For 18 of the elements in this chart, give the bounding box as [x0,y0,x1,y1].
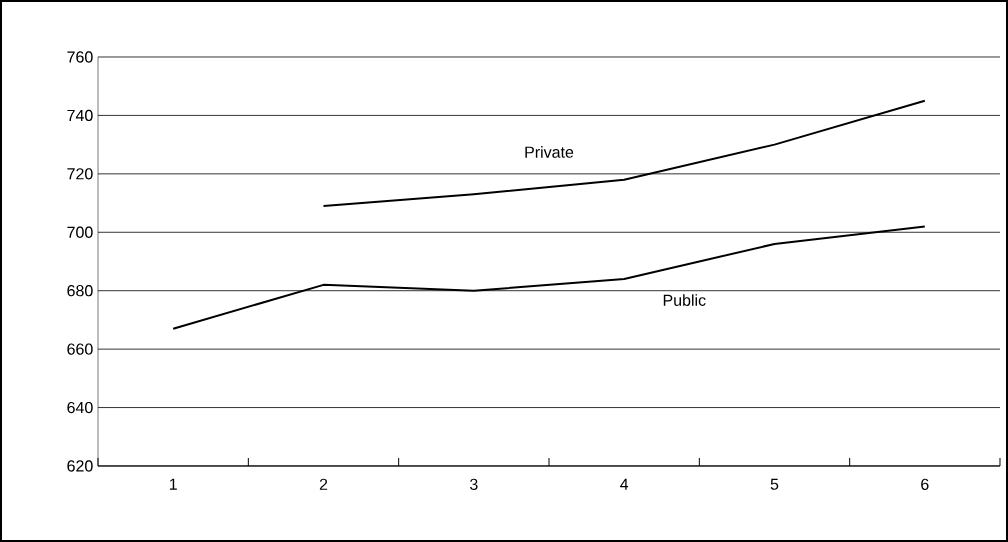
x-tick-label: 2 [319,478,328,490]
x-tick-label: 3 [469,478,478,491]
series-label: Private [525,146,574,158]
line-series [172,225,926,330]
x-tick-label: 4 [620,478,629,490]
x-tick-label: 5 [770,478,779,490]
series-label: Public [663,294,706,306]
y-tick-label: 740 [67,109,93,122]
y-tick-label: 640 [67,401,93,414]
y-tick-label: 760 [67,51,93,63]
y-tick-label: 620 [67,460,93,472]
y-tick-label: 680 [67,285,93,297]
x-tick-label: 1 [169,478,177,490]
y-tick-label: 700 [67,226,93,238]
line-series [322,99,926,207]
y-tick-label: 660 [67,343,93,355]
x-tick-label: 6 [921,478,929,491]
y-tick-label: 720 [67,168,93,180]
